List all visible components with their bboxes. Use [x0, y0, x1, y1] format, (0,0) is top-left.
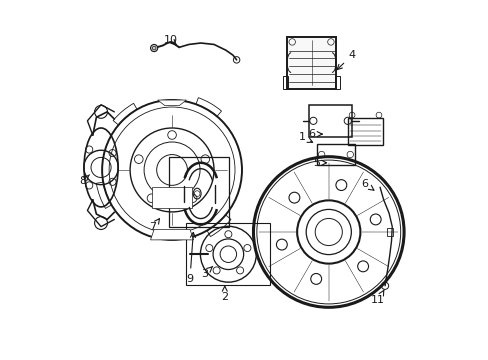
Text: 9: 9 [186, 233, 195, 284]
Bar [152, 187, 191, 208]
Text: 1: 1 [298, 132, 312, 142]
Circle shape [150, 44, 158, 51]
Bar [308, 105, 351, 137]
Bar [186, 223, 270, 285]
Text: 3: 3 [201, 266, 212, 279]
Bar [348, 118, 382, 145]
Bar [386, 228, 392, 235]
Bar [286, 37, 336, 89]
Text: 5: 5 [312, 158, 326, 168]
Polygon shape [150, 229, 193, 240]
Text: 6: 6 [361, 179, 373, 190]
Polygon shape [158, 100, 186, 105]
Text: 10: 10 [163, 35, 178, 45]
Bar [282, 76, 287, 89]
Bar [169, 157, 229, 227]
Text: 7: 7 [149, 219, 159, 232]
Text: 2: 2 [221, 286, 228, 302]
Bar [334, 76, 339, 89]
Text: 8: 8 [80, 175, 89, 186]
Bar [317, 144, 354, 165]
Text: 4: 4 [336, 50, 355, 69]
Text: 11: 11 [370, 290, 385, 305]
Text: 6: 6 [308, 129, 322, 139]
